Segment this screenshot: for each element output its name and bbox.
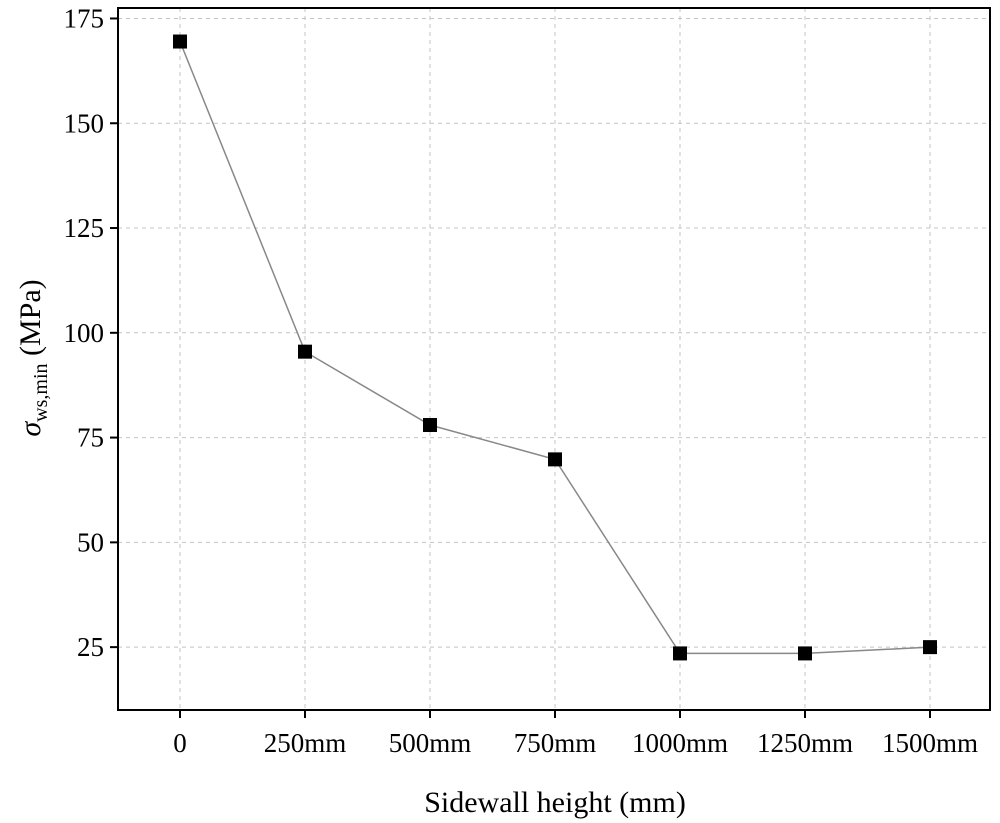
data-point-2 (423, 418, 437, 433)
y-tick-label-0: 25 (77, 632, 104, 662)
data-series (173, 34, 937, 661)
x-tick-label-3: 750mm (514, 728, 597, 758)
plot-frame (117, 7, 991, 711)
y-axis-unit: (MPa) (14, 279, 47, 363)
axes (110, 7, 991, 718)
data-point-5 (798, 646, 812, 661)
x-tick-label-1: 250mm (264, 728, 347, 758)
tick-labels: 25 50 75 100 125 150 175 0 250mm 500mm 750mm 1000mm… (64, 3, 979, 758)
grid-lines (118, 8, 990, 710)
y-tick-label-3: 100 (64, 318, 105, 348)
y-tick-label-5: 150 (64, 108, 105, 138)
y-tick-label-6: 175 (64, 3, 105, 33)
x-tick-label-0: 0 (173, 728, 187, 758)
y-axis-subscript: ws,min (30, 364, 52, 422)
data-point-6 (923, 640, 937, 655)
data-point-4 (673, 646, 687, 661)
x-axis-title: Sidewall height (mm) (424, 786, 686, 819)
x-tick-label-5: 1250mm (757, 728, 853, 758)
y-axis-title: σws,min (MPa) (14, 279, 52, 436)
data-point-3 (548, 452, 562, 467)
y-axis-symbol: σ (14, 421, 47, 437)
data-point-0 (173, 34, 187, 49)
data-point-1 (298, 344, 312, 359)
y-tick-label-2: 75 (77, 423, 104, 453)
x-tick-label-6: 1500mm (882, 728, 978, 758)
x-tick-label-4: 1000mm (632, 728, 728, 758)
y-tick-label-1: 50 (77, 527, 104, 557)
x-tick-label-2: 500mm (389, 728, 472, 758)
y-tick-label-4: 125 (64, 213, 105, 243)
